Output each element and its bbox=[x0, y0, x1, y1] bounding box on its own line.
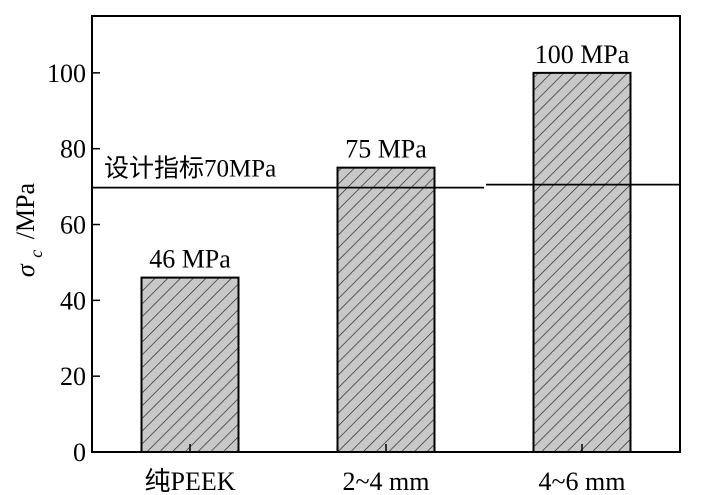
x-tick-label-2: 2~4 mm bbox=[342, 467, 429, 495]
bar-value-label-2: 75 MPa bbox=[345, 135, 427, 164]
y-axis: 0 20 40 60 80 100 bbox=[47, 59, 100, 467]
y-tick-label: 80 bbox=[60, 135, 86, 164]
y-tick-label: 60 bbox=[60, 211, 86, 240]
bar-3 bbox=[532, 71, 632, 453]
y-tick-label: 100 bbox=[47, 59, 86, 88]
bar-2 bbox=[336, 166, 436, 454]
reference-line-label: 设计指标70MPa bbox=[104, 155, 276, 183]
bar-1 bbox=[140, 276, 240, 453]
y-tick-label: 40 bbox=[60, 286, 86, 315]
y-axis-symbol: σ bbox=[11, 263, 40, 277]
y-axis-unit: /MPa bbox=[11, 182, 40, 239]
reference-line-group: 设计指标70MPa bbox=[92, 155, 680, 189]
y-axis-subscript: c bbox=[26, 250, 46, 258]
bar-value-label-3: 100 MPa bbox=[535, 40, 630, 69]
x-tick-label-3: 4~6 mm bbox=[538, 467, 625, 495]
y-axis-label: σ c /MPa bbox=[11, 182, 48, 277]
y-tick-label: 0 bbox=[73, 438, 86, 467]
bars-group: 46 MPa 75 MPa 100 MPa bbox=[140, 40, 632, 454]
x-tick-label-1: 纯PEEK bbox=[144, 467, 235, 495]
x-axis: 纯PEEK 2~4 mm 4~6 mm bbox=[144, 444, 626, 495]
bar-value-label-1: 46 MPa bbox=[149, 245, 231, 274]
y-tick-label: 20 bbox=[60, 362, 86, 391]
